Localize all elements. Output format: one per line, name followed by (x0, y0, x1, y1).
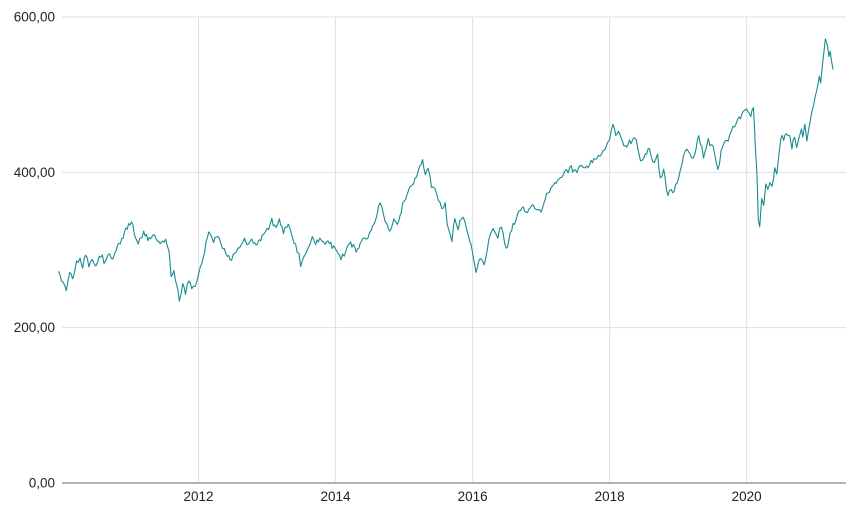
x-axis-tick-labels: 2012 2014 2016 2018 2020 (184, 489, 762, 504)
gridlines (62, 16, 846, 483)
x-tick-label: 2018 (595, 489, 625, 504)
x-tick-label: 2012 (184, 489, 214, 504)
y-tick-label: 0,00 (29, 476, 55, 491)
y-tick-label: 200,00 (14, 320, 55, 335)
price-line-series (58, 38, 834, 302)
x-tick-label: 2014 (321, 489, 352, 504)
y-tick-label: 400,00 (14, 165, 55, 180)
x-tick-label: 2020 (732, 489, 762, 504)
y-tick-label: 600,00 (14, 10, 55, 25)
price-line (58, 38, 834, 302)
y-axis-tick-labels: 0,00 200,00 400,00 600,00 (14, 10, 55, 491)
x-tick-label: 2016 (458, 489, 488, 504)
